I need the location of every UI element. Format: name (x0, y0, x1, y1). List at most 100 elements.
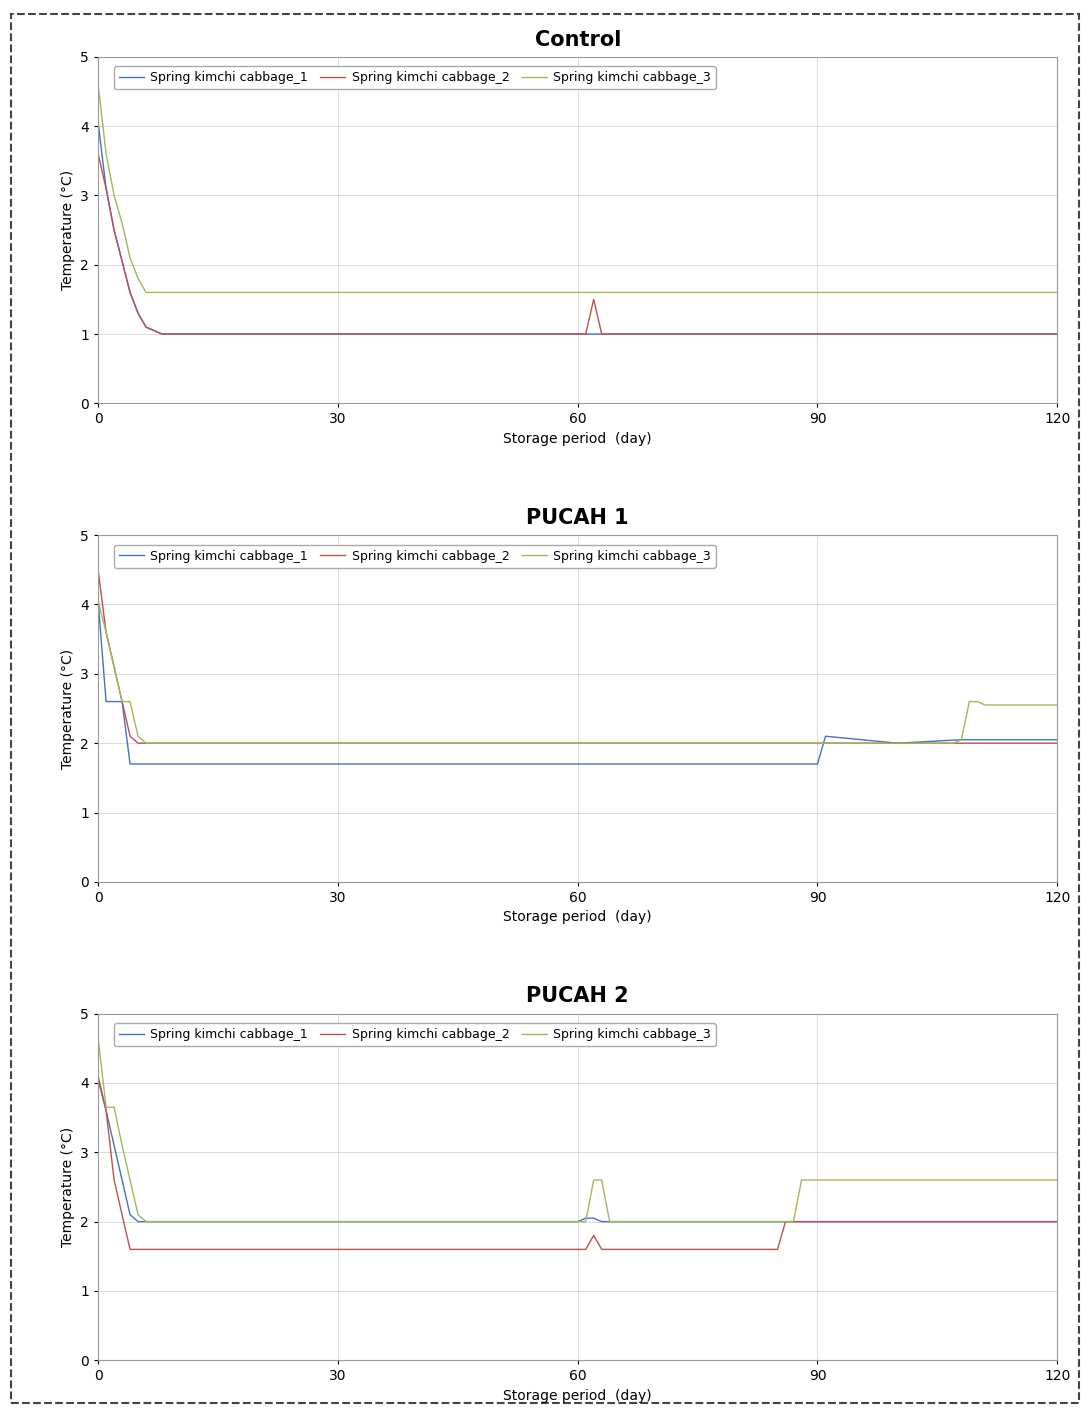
Spring kimchi cabbage_3 (123, 249, 136, 266)
Spring kimchi cabbage_1 (651, 1213, 664, 1230)
Spring kimchi cabbage_2 (99, 1102, 112, 1119)
Spring kimchi cabbage_2 (204, 326, 217, 343)
Spring kimchi cabbage_2 (108, 221, 121, 238)
Spring kimchi cabbage_2 (132, 1241, 145, 1258)
Spring kimchi cabbage_1 (971, 731, 984, 748)
Spring kimchi cabbage_2 (108, 1172, 121, 1189)
Spring kimchi cabbage_2 (603, 1241, 616, 1258)
Spring kimchi cabbage_3 (123, 693, 136, 710)
Spring kimchi cabbage_3 (619, 1213, 632, 1230)
Spring kimchi cabbage_1 (116, 693, 129, 710)
Spring kimchi cabbage_3 (1051, 283, 1064, 300)
Spring kimchi cabbage_1 (979, 731, 992, 748)
Spring kimchi cabbage_2 (123, 283, 136, 300)
Spring kimchi cabbage_1 (132, 755, 145, 772)
Legend: Spring kimchi cabbage_1, Spring kimchi cabbage_2, Spring kimchi cabbage_3: Spring kimchi cabbage_1, Spring kimchi c… (114, 1023, 716, 1046)
Spring kimchi cabbage_2 (156, 734, 169, 751)
Spring kimchi cabbage_1 (204, 326, 217, 343)
Spring kimchi cabbage_2 (1051, 326, 1064, 343)
Spring kimchi cabbage_1 (1051, 731, 1064, 748)
Spring kimchi cabbage_2 (92, 146, 105, 163)
Spring kimchi cabbage_1 (995, 731, 1008, 748)
Spring kimchi cabbage_3 (947, 734, 960, 751)
Spring kimchi cabbage_3 (235, 283, 249, 300)
Spring kimchi cabbage_3 (123, 1172, 136, 1189)
Spring kimchi cabbage_1 (92, 592, 105, 609)
Spring kimchi cabbage_3 (132, 728, 145, 745)
Spring kimchi cabbage_1 (252, 326, 265, 343)
Spring kimchi cabbage_2 (147, 734, 160, 751)
Spring kimchi cabbage_1 (579, 1210, 592, 1227)
Spring kimchi cabbage_2 (147, 1241, 160, 1258)
Spring kimchi cabbage_1 (116, 1172, 129, 1189)
Spring kimchi cabbage_2 (187, 326, 201, 343)
X-axis label: Storage period  (day): Storage period (day) (504, 911, 652, 924)
Spring kimchi cabbage_1 (252, 755, 265, 772)
Spring kimchi cabbage_3 (795, 1172, 808, 1189)
Spring kimchi cabbage_1 (588, 1210, 601, 1227)
Spring kimchi cabbage_2 (171, 1241, 184, 1258)
Spring kimchi cabbage_2 (147, 322, 160, 339)
Spring kimchi cabbage_3 (579, 1213, 592, 1230)
Spring kimchi cabbage_1 (99, 693, 112, 710)
Spring kimchi cabbage_1 (1019, 731, 1032, 748)
Spring kimchi cabbage_2 (92, 561, 105, 578)
Spring kimchi cabbage_1 (235, 326, 249, 343)
Spring kimchi cabbage_3 (156, 283, 169, 300)
Spring kimchi cabbage_3 (156, 1213, 169, 1230)
Spring kimchi cabbage_1 (211, 755, 225, 772)
Spring kimchi cabbage_2 (571, 1241, 584, 1258)
Spring kimchi cabbage_2 (579, 1241, 592, 1258)
Spring kimchi cabbage_1 (156, 755, 169, 772)
Spring kimchi cabbage_3 (147, 1213, 160, 1230)
Spring kimchi cabbage_2 (588, 290, 601, 307)
Spring kimchi cabbage_3 (140, 283, 153, 300)
Spring kimchi cabbage_1 (123, 755, 136, 772)
Spring kimchi cabbage_2 (588, 1227, 601, 1244)
Spring kimchi cabbage_3 (116, 214, 129, 231)
Spring kimchi cabbage_2 (252, 1241, 265, 1258)
Spring kimchi cabbage_1 (955, 731, 968, 748)
Spring kimchi cabbage_1 (819, 728, 832, 745)
Spring kimchi cabbage_3 (204, 283, 217, 300)
Spring kimchi cabbage_1 (171, 1213, 184, 1230)
Spring kimchi cabbage_1 (1003, 731, 1016, 748)
Spring kimchi cabbage_1 (571, 755, 584, 772)
Spring kimchi cabbage_1 (147, 322, 160, 339)
Line: Spring kimchi cabbage_1: Spring kimchi cabbage_1 (98, 601, 1057, 764)
Spring kimchi cabbage_3 (252, 1213, 265, 1230)
Spring kimchi cabbage_2 (156, 326, 169, 343)
Spring kimchi cabbage_1 (611, 755, 625, 772)
Spring kimchi cabbage_2 (252, 734, 265, 751)
Spring kimchi cabbage_1 (171, 326, 184, 343)
Spring kimchi cabbage_3 (588, 1172, 601, 1189)
Spring kimchi cabbage_1 (92, 1071, 105, 1088)
Line: Spring kimchi cabbage_1: Spring kimchi cabbage_1 (98, 1080, 1057, 1221)
Spring kimchi cabbage_3 (116, 1136, 129, 1153)
Spring kimchi cabbage_1 (108, 1136, 121, 1153)
Spring kimchi cabbage_3 (595, 1172, 608, 1189)
Spring kimchi cabbage_2 (771, 1241, 784, 1258)
Spring kimchi cabbage_2 (92, 1067, 105, 1084)
Spring kimchi cabbage_1 (611, 1213, 625, 1230)
Spring kimchi cabbage_2 (116, 252, 129, 269)
Spring kimchi cabbage_2 (611, 1241, 625, 1258)
Spring kimchi cabbage_3 (92, 592, 105, 609)
Spring kimchi cabbage_1 (171, 755, 184, 772)
Spring kimchi cabbage_3 (603, 1213, 616, 1230)
Spring kimchi cabbage_2 (691, 1241, 704, 1258)
Spring kimchi cabbage_2 (651, 1241, 664, 1258)
Spring kimchi cabbage_1 (140, 755, 153, 772)
Spring kimchi cabbage_2 (211, 1241, 225, 1258)
Spring kimchi cabbage_3 (803, 1172, 816, 1189)
Spring kimchi cabbage_3 (140, 1213, 153, 1230)
Spring kimchi cabbage_3 (171, 283, 184, 300)
Spring kimchi cabbage_2 (787, 1213, 800, 1230)
Y-axis label: Temperature (°C): Temperature (°C) (61, 649, 74, 768)
Spring kimchi cabbage_3 (108, 659, 121, 676)
Spring kimchi cabbage_1 (1051, 326, 1064, 343)
Spring kimchi cabbage_3 (156, 734, 169, 751)
Spring kimchi cabbage_3 (108, 1098, 121, 1115)
Spring kimchi cabbage_1 (156, 1213, 169, 1230)
Spring kimchi cabbage_1 (92, 113, 105, 130)
